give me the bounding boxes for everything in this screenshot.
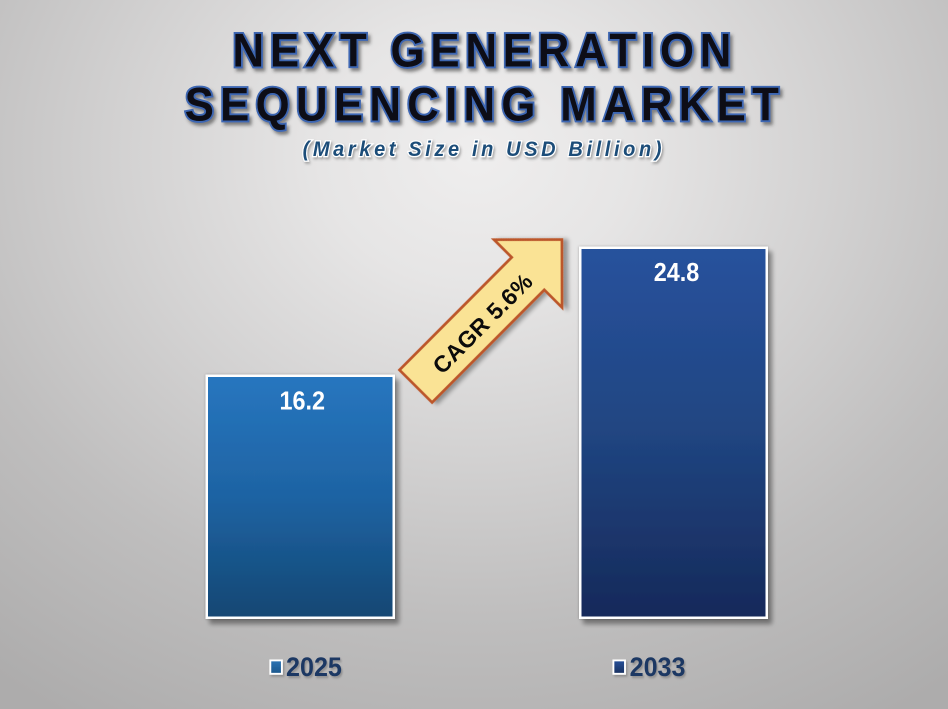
svg-text:16.2: 16.2 — [280, 387, 326, 415]
svg-text:24.8: 24.8 — [654, 259, 700, 287]
svg-text:NEXT GENERATION: NEXT GENERATION — [233, 24, 738, 77]
svg-text:SEQUENCING MARKET: SEQUENCING MARKET — [185, 78, 785, 131]
svg-text:(Market Size in USD Billion): (Market Size in USD Billion) — [303, 138, 666, 162]
svg-text:2033: 2033 — [630, 651, 686, 682]
svg-text:2025: 2025 — [286, 651, 342, 682]
